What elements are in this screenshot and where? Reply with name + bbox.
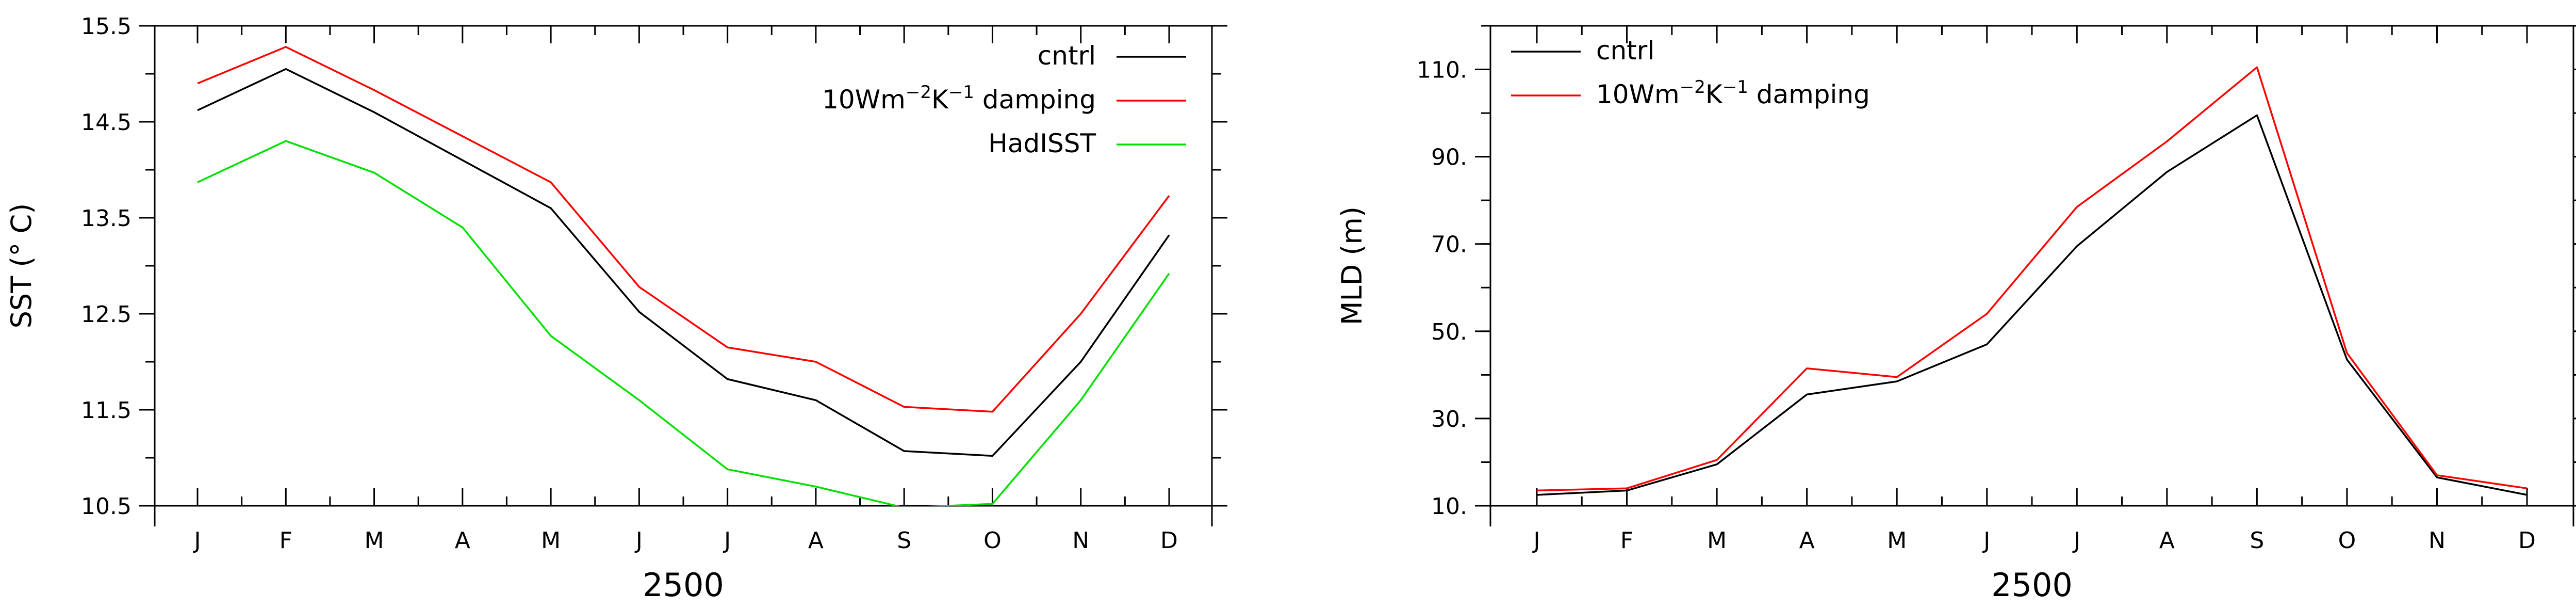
y-tick-label: 70. <box>1431 232 1467 258</box>
y-tick-label: 13.5 <box>81 205 132 232</box>
x-axis-title: 2500 <box>643 566 724 604</box>
y-tick-label: 12.5 <box>81 301 132 328</box>
x-tick-label: N <box>2429 527 2446 554</box>
x-tick-label: J <box>723 527 731 554</box>
x-tick-label: A <box>808 527 824 554</box>
y-tick-label: 14.5 <box>81 109 132 136</box>
series-line-10wm2k1 <box>1536 66 2528 492</box>
x-tick-label: A <box>2159 527 2175 554</box>
x-tick-label: S <box>897 527 911 554</box>
y-tick-label: 30. <box>1431 406 1467 432</box>
legend: cntrl 10Wm−2K−1 damping HadISST <box>822 41 1186 158</box>
y-tick-label: 10. <box>1431 493 1467 520</box>
x-tick-label: M <box>1887 527 1907 554</box>
y-tick-label: 50. <box>1431 319 1467 345</box>
legend-label: HadISST <box>988 129 1096 158</box>
x-tick-label: J <box>634 527 643 554</box>
x-tick-label: F <box>1620 527 1633 554</box>
y-axis-title: MLD (m) <box>1336 206 1368 325</box>
y-tick-label: 110. <box>1417 57 1467 84</box>
y-tick-label: 90. <box>1431 145 1467 171</box>
series-line-hadisst <box>197 140 1170 506</box>
x-tick-label: J <box>2072 527 2080 554</box>
x-tick-label: D <box>1160 527 1178 554</box>
x-tick-label: O <box>2338 527 2356 554</box>
legend-label: cntrl <box>1596 36 1654 66</box>
y-axis-title: SST (° C) <box>5 203 38 329</box>
x-tick-label: N <box>1072 527 1089 554</box>
y-tick-label: 10.5 <box>81 493 132 520</box>
x-tick-label: S <box>2250 527 2264 554</box>
mld-chart-panel: J F M A M J J A S O N D 10. 30. 50. 70. 90. 110. 2500 MLD (… <box>1336 25 2576 604</box>
x-tick-label: J <box>193 527 201 554</box>
legend-label: cntrl <box>1038 41 1096 71</box>
x-tick-label: A <box>1799 527 1815 554</box>
series-line-damping <box>197 46 1170 413</box>
series-line-cntrl <box>1536 114 2528 496</box>
y-tick-label: 11.5 <box>81 397 132 424</box>
x-tick-label: M <box>365 527 384 554</box>
x-tick-label: J <box>1532 527 1540 554</box>
x-tick-label: J <box>1982 527 1990 554</box>
x-tick-label: D <box>2518 527 2536 554</box>
series-line-cntrl <box>197 68 1170 457</box>
x-tick-label: M <box>1707 527 1727 554</box>
legend-label: 10Wm−2K−1 damping <box>822 82 1096 115</box>
x-tick-label: M <box>541 527 561 554</box>
legend: cntrl 10Wm−2K−1 damping <box>1511 36 1870 109</box>
x-tick-label: A <box>455 527 470 554</box>
legend-label: 10Wm−2K−1 damping <box>1596 77 1870 109</box>
x-axis-title: 2500 <box>1991 566 2073 604</box>
x-tick-label: F <box>280 527 292 554</box>
y-tick-label: 15.5 <box>81 13 132 40</box>
x-tick-label: O <box>983 527 1002 554</box>
sst-chart-panel: J F M A M J J A S O N D 10.5 11.5 12.5 13.5 14.5 15.5 2500… <box>5 13 1227 604</box>
